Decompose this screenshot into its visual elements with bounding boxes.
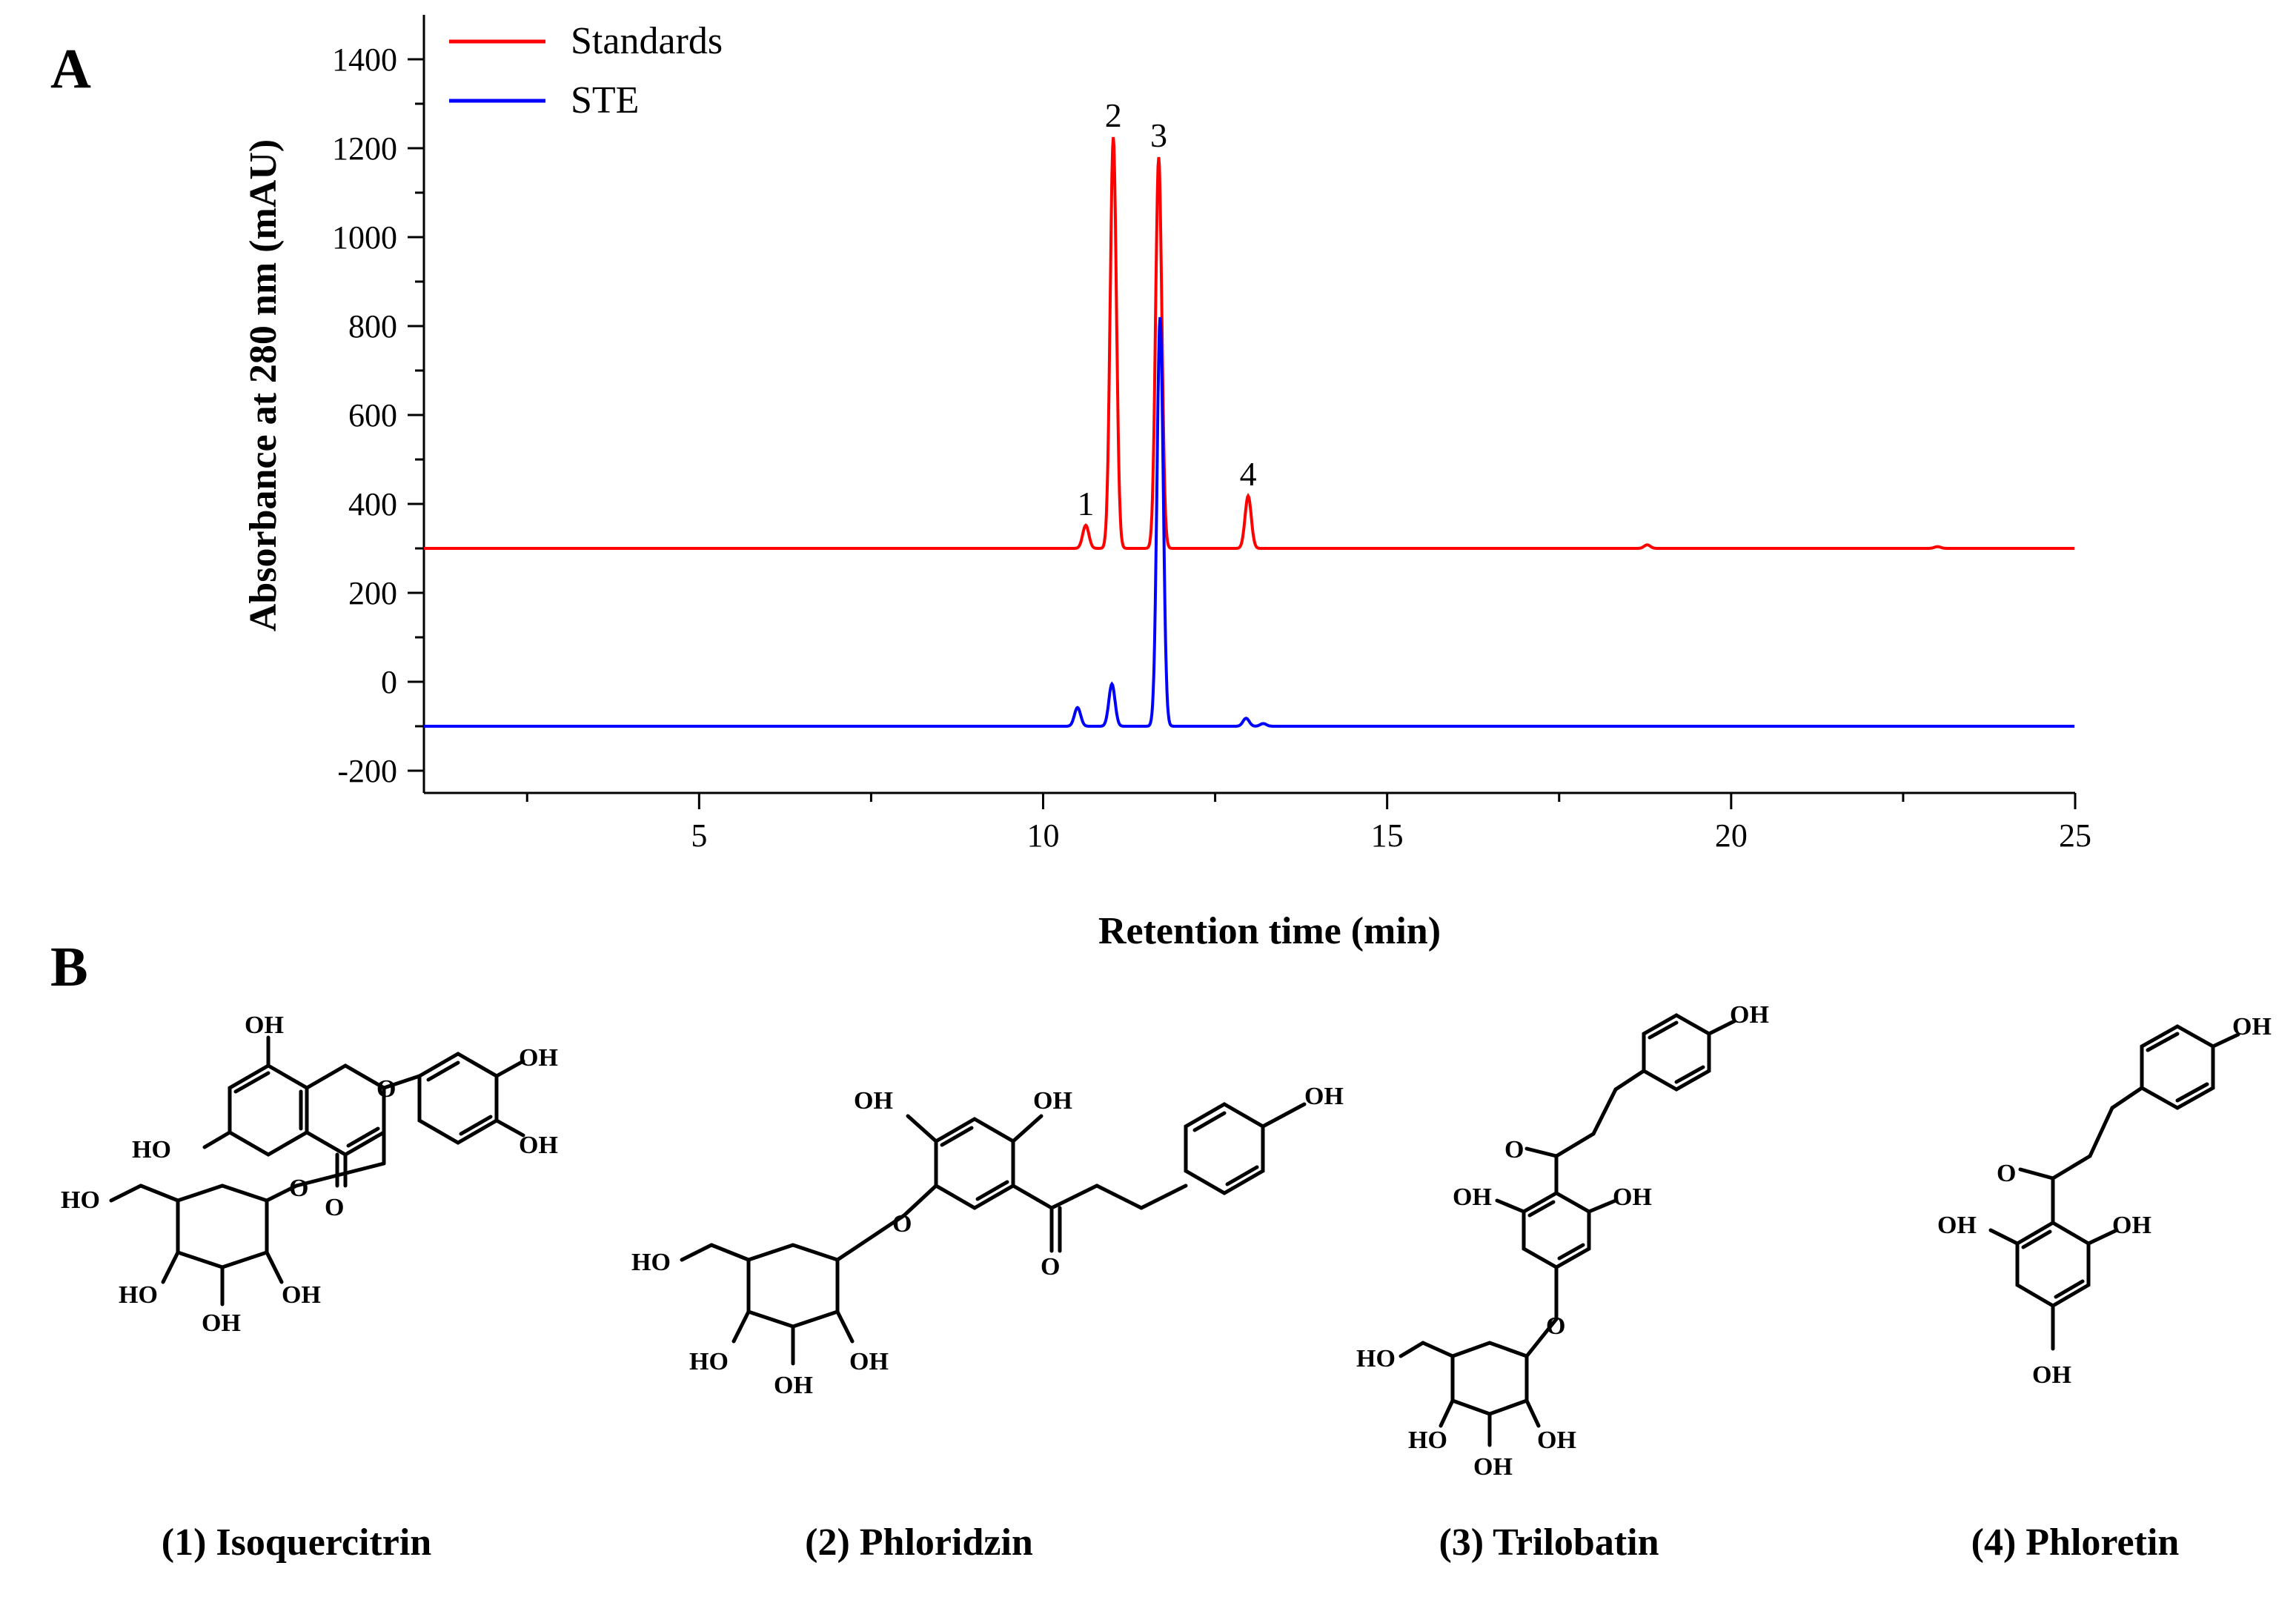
peak-annotations: 1 23 4 (1078, 96, 1257, 522)
atom-label: OH (1613, 1183, 1652, 1211)
atom-label: OH (1473, 1453, 1513, 1481)
atom-label: HO (61, 1186, 100, 1214)
atom-label: HO (1408, 1427, 1447, 1454)
y-tick-label: 400 (348, 486, 397, 522)
y-axis-title: Absorbance at 280 nm (mAU) (242, 139, 285, 631)
atom-label: OH (245, 1012, 284, 1039)
atom-label: OH (1730, 1001, 1769, 1029)
x-tick-label: 10 (1027, 817, 1060, 854)
atom-label: HO (631, 1249, 671, 1276)
atom-label: OH (1537, 1427, 1576, 1454)
panel-label-b: B (50, 936, 88, 998)
y-tick-label: 1200 (332, 130, 397, 167)
legend-label-ste: STE (571, 79, 639, 122)
atom-label: O (1546, 1312, 1565, 1340)
y-tick-label: 1400 (332, 41, 397, 78)
caption-phloretin: (4) Phloretin (1971, 1521, 2180, 1564)
chart-legend: Standards STE (449, 20, 723, 122)
atom-label: O (289, 1175, 308, 1202)
caption-phloridzin: (2) Phloridzin (805, 1521, 1033, 1564)
chart-ticks: 5 10 15 20 25 -200 0 200 400 600 800 1000 1200 1400 (332, 41, 2091, 854)
structure-isoquercitrin: OH HO O O OH OH HO HO OH OH O (61, 1012, 558, 1337)
atom-label: OH (1453, 1183, 1492, 1211)
y-tick-label: 200 (348, 575, 397, 611)
x-axis-title: Retention time (min) (1098, 910, 1441, 952)
panel-label-a: A (50, 38, 91, 100)
atom-label: OH (202, 1309, 241, 1337)
atom-label: O (325, 1194, 344, 1221)
structure-phloridzin: OH OH OH O O HO HO OH OH (631, 1083, 1344, 1399)
atom-label: OH (2112, 1212, 2151, 1239)
chart-axes (422, 15, 2075, 794)
structure-phloretin: OH O OH OH OH (1937, 1013, 2272, 1389)
legend-label-standards: Standards (571, 20, 723, 62)
x-tick-label: 20 (1715, 817, 1748, 854)
x-tick-label: 25 (2059, 817, 2091, 854)
atom-label: OH (1937, 1212, 1977, 1239)
atom-label: OH (1033, 1087, 1072, 1115)
x-tick-label: 15 (1371, 817, 1404, 854)
atom-label: OH (282, 1281, 321, 1309)
atom-label: HO (1356, 1345, 1396, 1372)
atom-label: O (1504, 1136, 1524, 1163)
y-tick-label: 600 (348, 397, 397, 434)
atom-label: OH (849, 1348, 889, 1375)
y-tick-label: 1000 (332, 219, 397, 256)
atom-label: HO (119, 1281, 158, 1309)
compound-structures: OH HO O O OH OH HO HO OH OH O (61, 1001, 2272, 1564)
chart-traces (424, 136, 2075, 728)
y-tick-label: -200 (337, 753, 397, 789)
y-tick-label: 800 (348, 308, 397, 345)
atom-label: O (892, 1210, 912, 1238)
atom-label: OH (2032, 1361, 2071, 1389)
caption-trilobatin: (3) Trilobatin (1439, 1521, 1659, 1564)
peak-label: 3 (1150, 116, 1167, 154)
atom-label: OH (519, 1044, 558, 1072)
structure-trilobatin: OH O OH OH O HO HO OH OH (1356, 1001, 1769, 1481)
atom-label: OH (774, 1372, 813, 1399)
atom-label: O (1997, 1160, 2016, 1187)
series-line-ste (424, 316, 2075, 728)
caption-isoquercitrin: (1) Isoquercitrin (162, 1521, 432, 1564)
peak-label: 4 (1240, 455, 1257, 493)
peak-label: 1 (1078, 485, 1095, 522)
atom-label: OH (2232, 1013, 2272, 1040)
y-tick-label: 0 (381, 664, 397, 700)
atom-label: OH (854, 1087, 893, 1115)
chromatogram-chart: 5 10 15 20 25 -200 0 200 400 600 800 1000 1200 1400 1… (242, 15, 2091, 952)
atom-label: HO (132, 1136, 171, 1163)
atom-label: HO (689, 1348, 729, 1375)
peak-label: 2 (1105, 96, 1122, 134)
atom-label: O (1041, 1253, 1060, 1281)
atom-label: OH (1304, 1083, 1344, 1110)
atom-label: O (376, 1075, 396, 1103)
atom-label: OH (519, 1132, 558, 1159)
series-line-standards (424, 136, 2075, 550)
x-tick-label: 5 (691, 817, 707, 854)
